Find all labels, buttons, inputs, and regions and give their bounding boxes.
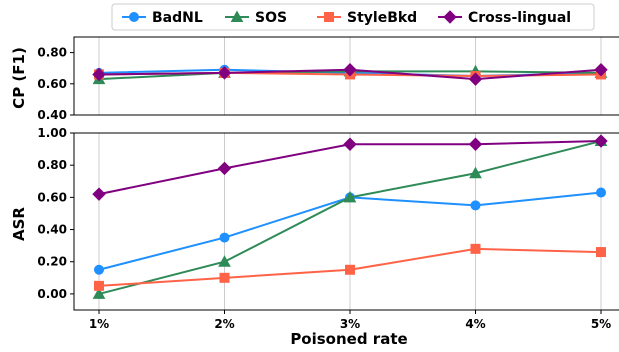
legend-entry-stylebkd: StyleBkd [317,10,417,26]
data-point-cross-lingual [343,63,357,77]
data-point-cross-lingual [92,67,106,82]
data-point-sos [469,166,482,179]
legend-entry-sos: SOS [225,10,287,26]
data-point-cross-lingual [468,137,483,151]
series-cross-lingual [92,134,608,201]
data-point-cross-lingual [343,137,357,151]
data-point-stylebkd [219,272,230,283]
y-tick-label: 1.00 [37,126,67,140]
y-tick-label: 0.60 [37,190,67,204]
legend-box [111,3,595,31]
x-axis: 1% 2% 3% 4% 5% [89,310,611,331]
data-point-cross-lingual [594,63,608,77]
y-tick-label: 0.80 [37,158,67,172]
data-point-sos [218,255,231,267]
x-tick-label: 2% [214,317,234,331]
legend-label: Cross-lingual [468,10,571,26]
data-point-stylebkd [345,264,355,275]
x-tick-label: 4% [465,317,485,331]
series-cross-lingual [92,63,608,86]
data-point-badnl [596,187,606,198]
data-point-cross-lingual [217,66,232,80]
legend-label: StyleBkd [347,10,417,26]
y-tick-label: 0.40 [37,223,67,237]
data-point-sos [92,287,106,299]
legend: BadNL SOS StyleBkd Cross-lingual [111,3,595,31]
data-point-cross-lingual [468,72,483,86]
x-axis-label: Poisoned rate [290,330,407,348]
legend-label: BadNL [152,10,203,26]
data-point-cross-lingual [92,187,106,201]
y-axis-label-asr: ASR [10,207,28,241]
x-tick-label: 1% [89,317,109,331]
data-point-cross-lingual [594,134,608,148]
y-axis-label-cp: CP (F1) [10,47,28,109]
legend-entry-cross-lingual: Cross-lingual [438,10,571,26]
y-tick-label: 0.40 [37,108,67,122]
data-point-badnl [470,200,481,211]
data-point-badnl [94,264,104,275]
data-point-cross-lingual [217,161,232,176]
y-tick-label: 0.20 [37,255,67,269]
x-tick-label: 5% [591,317,611,331]
y-tick-label: 0.80 [37,46,67,60]
legend-label: SOS [255,10,287,26]
data-point-stylebkd [470,243,481,254]
x-tick-label: 3% [340,317,360,331]
legend-marker-badnl [129,12,139,22]
y-tick-label: 0.60 [37,77,67,91]
plot-frame [73,132,619,311]
data-point-stylebkd [596,247,606,258]
panel-cp-f1: 0.40 0.60 0.80 [37,36,619,122]
data-point-stylebkd [94,280,104,291]
plot-frame [73,36,619,116]
y-tick-label: 0.00 [37,287,67,301]
legend-marker-cross-lingual [443,10,457,24]
series-stylebkd [94,243,606,291]
legend-marker-sos [230,10,244,22]
legend-entry-badnl: BadNL [122,10,203,26]
data-point-sos [343,190,357,203]
panel-asr: 0.00 0.20 0.40 0.60 0.80 1.00 [37,126,619,311]
data-point-badnl [219,232,230,243]
legend-marker-stylebkd [324,12,334,22]
